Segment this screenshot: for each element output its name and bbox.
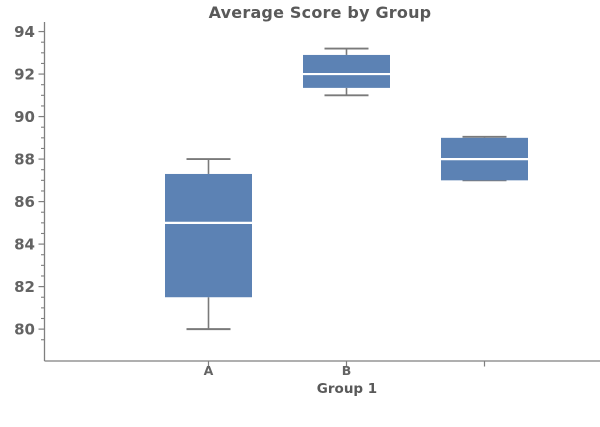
y-tick-label: 86	[14, 193, 35, 211]
chart-title: Average Score by Group	[208, 3, 432, 22]
y-tick-label: 80	[14, 320, 35, 338]
y-tick-label: 84	[14, 235, 35, 253]
y-tick-label: 90	[14, 108, 35, 126]
x-axis-label: Group 1	[316, 381, 378, 397]
y-tick-label: 88	[14, 150, 35, 168]
x-tick-label: A	[204, 363, 214, 378]
box-B	[303, 54, 390, 88]
y-tick-label: 82	[14, 278, 35, 296]
y-tick-label: 94	[14, 23, 35, 41]
box-A	[165, 173, 252, 298]
x-tick-label: B	[342, 363, 352, 378]
y-tick-label: 92	[14, 65, 35, 83]
